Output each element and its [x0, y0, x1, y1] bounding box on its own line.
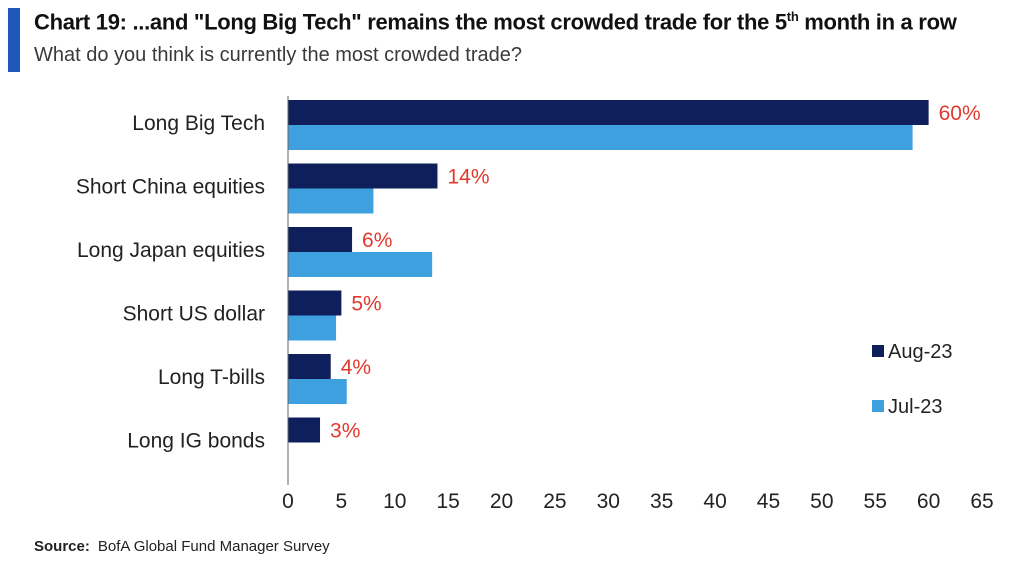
data-label: 14%	[447, 166, 489, 189]
category-label: Long T-bills	[158, 366, 265, 389]
data-label: 3%	[330, 420, 360, 443]
x-tick-label: 55	[864, 490, 887, 513]
data-label: 5%	[351, 293, 381, 316]
x-tick-label: 5	[336, 490, 348, 513]
x-tick-label: 60	[917, 490, 940, 513]
chart-subtitle: What do you think is currently the most …	[34, 44, 523, 66]
x-tick-label: 65	[970, 490, 993, 513]
data-label: 60%	[939, 102, 981, 125]
title-accent-bar	[8, 8, 20, 72]
bar-jul	[288, 315, 337, 341]
bar-aug	[288, 163, 438, 189]
x-tick-label: 25	[543, 490, 566, 513]
x-tick-label: 30	[597, 490, 620, 513]
x-tick-label: 15	[436, 490, 459, 513]
x-tick-label: 50	[810, 490, 833, 513]
source-label: Source:	[34, 538, 90, 555]
data-label: 4%	[341, 356, 371, 379]
category-label: Long Japan equities	[77, 239, 265, 262]
bar-jul	[288, 252, 433, 277]
x-tick-label: 20	[490, 490, 513, 513]
bar-aug	[288, 227, 353, 252]
bar-aug	[288, 100, 929, 125]
source-note: Source: BofA Global Fund Manager Survey	[34, 538, 330, 555]
category-label: Short China equities	[76, 176, 265, 199]
bar-aug	[288, 290, 342, 316]
category-label: Short US dollar	[123, 303, 265, 326]
bar-jul	[288, 379, 347, 404]
x-tick-label: 35	[650, 490, 673, 513]
bar-aug	[288, 417, 321, 443]
bar-jul	[288, 125, 913, 150]
chart-title: Chart 19: ...and "Long Big Tech" remains…	[34, 9, 957, 35]
legend-swatch	[872, 400, 884, 412]
legend-label: Jul-23	[888, 396, 942, 418]
legend-label: Aug-23	[888, 341, 953, 363]
data-label: 6%	[362, 229, 392, 252]
category-label: Long Big Tech	[132, 112, 265, 135]
bar-jul	[288, 188, 374, 214]
x-tick-label: 10	[383, 490, 406, 513]
legend-swatch	[872, 345, 884, 357]
category-label: Long IG bonds	[127, 430, 265, 453]
x-tick-label: 45	[757, 490, 780, 513]
x-tick-label: 0	[282, 490, 294, 513]
x-tick-label: 40	[703, 490, 726, 513]
source-text: BofA Global Fund Manager Survey	[97, 538, 330, 555]
bar-aug	[288, 354, 331, 379]
